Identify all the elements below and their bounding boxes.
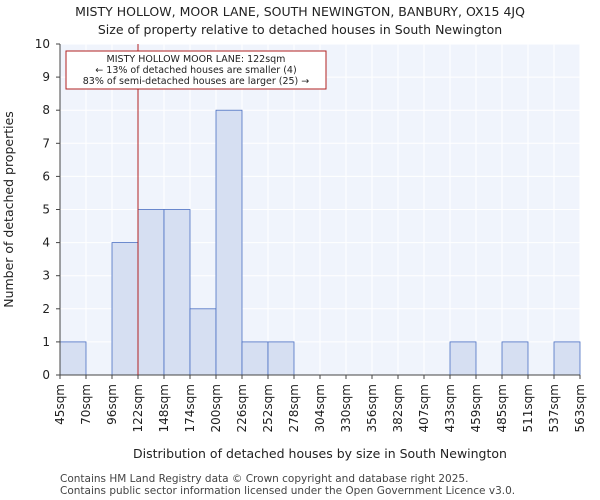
y-tick-label: 9	[42, 70, 50, 84]
histogram-bar	[189, 308, 217, 376]
y-tick-label: 5	[42, 203, 50, 217]
x-tick-label: 382sqm	[391, 384, 405, 432]
x-tick-label: 226sqm	[235, 384, 249, 432]
x-tick-label: 174sqm	[183, 384, 197, 432]
y-tick-label: 10	[35, 37, 50, 51]
x-tick-label: 537sqm	[547, 384, 561, 432]
x-tick-label: 563sqm	[573, 384, 587, 432]
y-tick-label: 3	[42, 269, 50, 283]
histogram-bar	[111, 242, 139, 376]
chart-title-line2: Size of property relative to detached ho…	[97, 22, 503, 37]
annotation-line1: MISTY HOLLOW MOOR LANE: 122sqm	[107, 54, 286, 65]
histogram-bar	[163, 209, 191, 376]
y-tick-label: 4	[42, 236, 50, 250]
footer-line1: Contains HM Land Registry data © Crown c…	[60, 473, 469, 485]
x-tick-label: 70sqm	[79, 384, 93, 425]
histogram-bar	[137, 209, 165, 376]
y-tick-label: 0	[42, 368, 50, 382]
x-tick-label: 96sqm	[105, 384, 119, 425]
x-tick-label: 330sqm	[339, 384, 353, 432]
y-tick-label: 1	[42, 335, 50, 349]
y-tick-label: 8	[42, 103, 50, 117]
x-axis-title: Distribution of detached houses by size …	[133, 446, 507, 461]
x-tick-label: 407sqm	[417, 384, 431, 432]
histogram-bar	[241, 341, 269, 376]
x-tick-label: 122sqm	[131, 384, 145, 432]
histogram-bar	[215, 109, 243, 376]
x-tick-label: 356sqm	[365, 384, 379, 432]
x-tick-label: 278sqm	[287, 384, 301, 432]
x-tick-label: 148sqm	[157, 384, 171, 432]
y-tick-label: 2	[42, 302, 50, 316]
histogram-bar	[59, 341, 87, 376]
histogram-bar	[267, 341, 295, 376]
x-tick-label: 45sqm	[53, 384, 67, 425]
x-tick-label: 252sqm	[261, 384, 275, 432]
y-axis-title: Number of detached properties	[1, 111, 16, 308]
y-tick-label: 7	[42, 136, 50, 150]
x-tick-label: 511sqm	[521, 384, 535, 432]
chart-title-line1: MISTY HOLLOW, MOOR LANE, SOUTH NEWINGTON…	[75, 4, 525, 19]
annotation-box	[65, 50, 327, 90]
y-tick-label: 6	[42, 169, 50, 183]
annotation-line3: 83% of semi-detached houses are larger (…	[83, 76, 310, 87]
annotation-line2: ← 13% of detached houses are smaller (4)	[95, 65, 296, 76]
histogram-bar	[449, 341, 477, 376]
histogram-bar	[553, 341, 581, 376]
x-tick-label: 459sqm	[469, 384, 483, 432]
x-tick-label: 304sqm	[313, 384, 327, 432]
x-tick-label: 485sqm	[495, 384, 509, 432]
footer-line2: Contains public sector information licen…	[60, 485, 516, 497]
x-tick-label: 433sqm	[443, 384, 457, 432]
x-tick-label: 200sqm	[209, 384, 223, 432]
histogram-bar	[501, 341, 529, 376]
